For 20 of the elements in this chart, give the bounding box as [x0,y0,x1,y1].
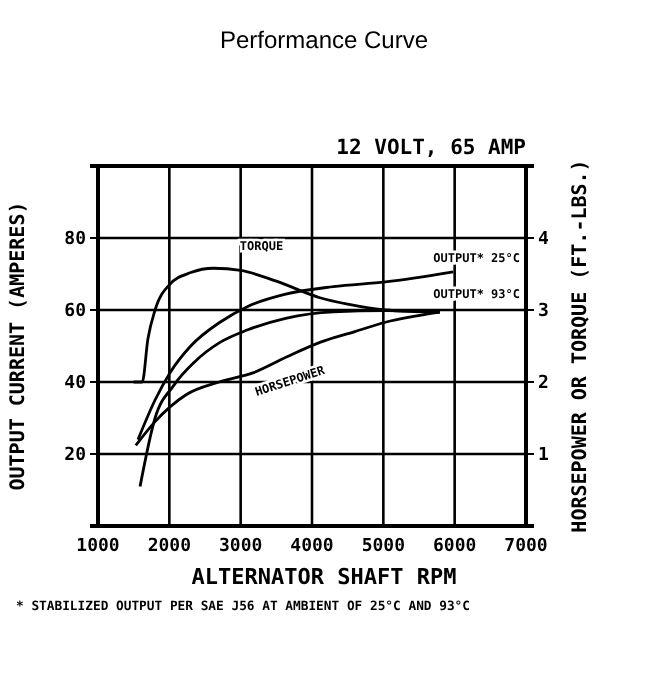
x-tick-label: 2000 [147,536,192,557]
y-tick-label: 80 [64,229,86,250]
x-tick-label: 3000 [218,536,263,557]
x-tick-label: 5000 [361,536,406,557]
y-tick-label: 60 [64,301,86,322]
y2-tick-label: 2 [538,373,549,394]
x-tick-label: 4000 [290,536,334,557]
y-axis-title: OUTPUT CURRENT (AMPERES) [8,201,30,491]
y2-tick-label: 1 [538,445,549,466]
y-tick-label: 40 [64,373,86,394]
y2-axis-title: HORSEPOWER OR TORQUE (FT.-LBS.) [570,159,592,533]
x-axis-title: ALTERNATOR SHAFT RPM [191,564,458,590]
y2-tick-label: 3 [538,301,549,322]
x-tick-label: 1000 [76,536,120,557]
y-tick-label: 20 [64,445,86,466]
y2-tick-label: 4 [538,229,550,250]
x-tick-label: 6000 [432,536,477,557]
chart-title: Performance Curve [219,26,429,54]
x-tick-label: 7000 [504,536,548,557]
chart-subtitle: 12 VOLT, 65 AMP [336,136,526,160]
